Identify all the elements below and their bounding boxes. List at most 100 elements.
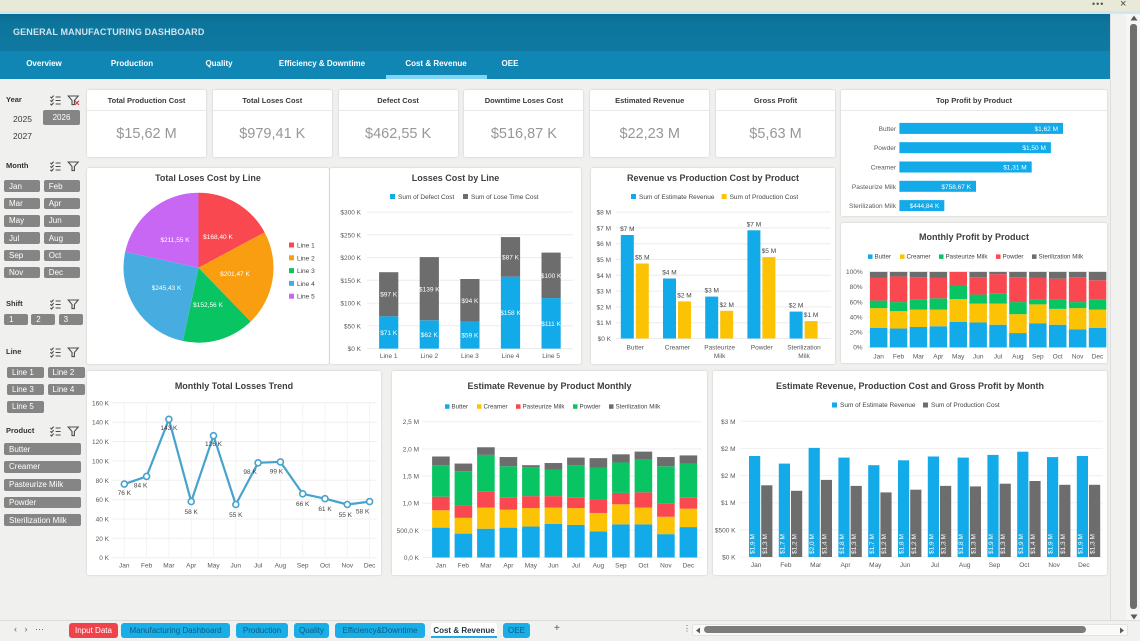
svg-text:100%: 100%: [846, 269, 863, 276]
svg-text:$1,3 M: $1,3 M: [1000, 534, 1007, 554]
svg-text:$150 K: $150 K: [340, 277, 361, 284]
svg-text:Line 2: Line 2: [420, 353, 438, 360]
svg-text:$152,56 K: $152,56 K: [193, 302, 223, 309]
svg-text:Oct: Oct: [1053, 353, 1063, 360]
svg-text:Line 1: Line 1: [380, 353, 398, 360]
svg-text:Sum of Production Cost: Sum of Production Cost: [730, 194, 799, 201]
svg-text:$100 K: $100 K: [340, 300, 361, 307]
svg-text:Butter: Butter: [452, 404, 469, 411]
svg-text:Pasteurize Milk: Pasteurize Milk: [852, 183, 897, 190]
svg-text:Milk: Milk: [798, 352, 810, 359]
svg-text:Line 3: Line 3: [461, 353, 479, 360]
svg-text:$2 M: $2 M: [721, 446, 735, 453]
svg-text:2,5 M: 2,5 M: [403, 419, 419, 426]
svg-text:Sterilization Milk: Sterilization Milk: [616, 404, 662, 411]
svg-text:$97 K: $97 K: [380, 291, 398, 298]
svg-text:$1,31 M: $1,31 M: [1003, 164, 1026, 171]
svg-text:Milk: Milk: [714, 352, 726, 359]
svg-text:60 K: 60 K: [96, 497, 110, 504]
svg-text:Powder: Powder: [1003, 253, 1024, 260]
svg-text:Pasteurize: Pasteurize: [704, 344, 735, 351]
svg-text:$1 M: $1 M: [597, 320, 611, 327]
svg-text:Sep: Sep: [989, 562, 1001, 569]
svg-text:Jan: Jan: [873, 353, 884, 360]
svg-text:Jul: Jul: [572, 563, 581, 570]
svg-text:Sep: Sep: [297, 563, 309, 570]
svg-text:$1,7 M: $1,7 M: [869, 534, 876, 554]
svg-text:Powder: Powder: [751, 344, 774, 351]
svg-text:Feb: Feb: [141, 563, 153, 570]
svg-text:Nov: Nov: [342, 563, 354, 570]
svg-text:Feb: Feb: [893, 353, 905, 360]
svg-text:$111 K: $111 K: [541, 320, 561, 327]
svg-text:$7 M: $7 M: [597, 225, 611, 232]
svg-text:0 K: 0 K: [99, 555, 109, 562]
svg-text:Feb: Feb: [458, 563, 470, 570]
svg-text:$1,3 M: $1,3 M: [762, 534, 769, 554]
svg-text:May: May: [952, 353, 965, 360]
svg-text:20 K: 20 K: [96, 536, 110, 543]
svg-text:$1,3 M: $1,3 M: [970, 534, 977, 554]
svg-text:Pasteurize Milk: Pasteurize Milk: [523, 404, 566, 411]
svg-text:Jun: Jun: [231, 563, 242, 570]
svg-text:Mar: Mar: [913, 353, 925, 360]
svg-text:$94 K: $94 K: [461, 297, 479, 304]
svg-text:Dec: Dec: [364, 563, 376, 570]
svg-text:2,0 M: 2,0 M: [403, 446, 419, 453]
svg-text:Apr: Apr: [840, 562, 851, 569]
svg-text:Creamer: Creamer: [907, 253, 931, 260]
svg-text:$1,9 M: $1,9 M: [1018, 534, 1025, 554]
svg-text:$1 M: $1 M: [721, 500, 735, 507]
svg-text:58 K: 58 K: [356, 509, 370, 516]
svg-text:Dec: Dec: [683, 563, 695, 570]
svg-text:100 K: 100 K: [92, 458, 110, 465]
svg-text:Apr: Apr: [933, 353, 944, 360]
svg-text:May: May: [525, 563, 538, 570]
svg-text:Butter: Butter: [627, 344, 645, 351]
svg-text:$6 M: $6 M: [597, 241, 611, 248]
svg-text:May: May: [207, 563, 220, 570]
svg-text:58 K: 58 K: [185, 509, 199, 516]
svg-text:$3 M: $3 M: [704, 287, 718, 294]
svg-text:Jul: Jul: [254, 563, 263, 570]
svg-text:$8 M: $8 M: [597, 209, 611, 216]
svg-text:$2 M: $2 M: [789, 302, 803, 309]
svg-text:$200 K: $200 K: [340, 255, 361, 262]
svg-text:66 K: 66 K: [296, 501, 310, 508]
svg-text:Sum of Estimate Revenue: Sum of Estimate Revenue: [840, 402, 916, 409]
svg-text:126 K: 126 K: [205, 441, 223, 448]
svg-text:$1 M: $1 M: [804, 312, 818, 319]
svg-text:Pasteurize Milk: Pasteurize Milk: [946, 253, 989, 260]
svg-text:80 K: 80 K: [96, 478, 110, 485]
svg-text:$158 K: $158 K: [500, 310, 521, 317]
svg-text:Oct: Oct: [638, 563, 648, 570]
svg-text:Butter: Butter: [875, 253, 892, 260]
svg-text:Jun: Jun: [548, 563, 559, 570]
svg-text:$1,8 M: $1,8 M: [958, 534, 965, 554]
svg-text:140 K: 140 K: [92, 420, 110, 427]
svg-text:$5 M: $5 M: [762, 248, 776, 255]
svg-text:$4 M: $4 M: [662, 269, 676, 276]
svg-text:$139 K: $139 K: [419, 286, 440, 293]
svg-text:Sterilization Milk: Sterilization Milk: [1039, 253, 1085, 260]
svg-text:$5 M: $5 M: [635, 254, 649, 261]
svg-text:$0 K: $0 K: [348, 346, 362, 353]
svg-text:$3 M: $3 M: [597, 288, 611, 295]
svg-text:$1,9 M: $1,9 M: [1077, 534, 1084, 554]
svg-text:$1,7 M: $1,7 M: [779, 534, 786, 554]
svg-text:55 K: 55 K: [229, 512, 243, 519]
svg-text:$1,2 M: $1,2 M: [881, 534, 888, 554]
svg-text:Aug: Aug: [593, 563, 605, 570]
svg-text:$1,3 M: $1,3 M: [941, 534, 948, 554]
svg-text:Creamer: Creamer: [484, 404, 508, 411]
svg-text:143 K: 143 K: [160, 425, 178, 432]
svg-text:Jan: Jan: [751, 562, 762, 569]
svg-text:$5 M: $5 M: [597, 257, 611, 264]
svg-text:$300 K: $300 K: [340, 209, 361, 216]
svg-text:61 K: 61 K: [318, 506, 332, 513]
svg-text:Sep: Sep: [615, 563, 627, 570]
svg-text:0,0 K: 0,0 K: [404, 555, 420, 562]
svg-text:$1,4 M: $1,4 M: [821, 534, 828, 554]
svg-text:$2,0 M: $2,0 M: [809, 534, 816, 554]
svg-text:Aug: Aug: [275, 563, 287, 570]
